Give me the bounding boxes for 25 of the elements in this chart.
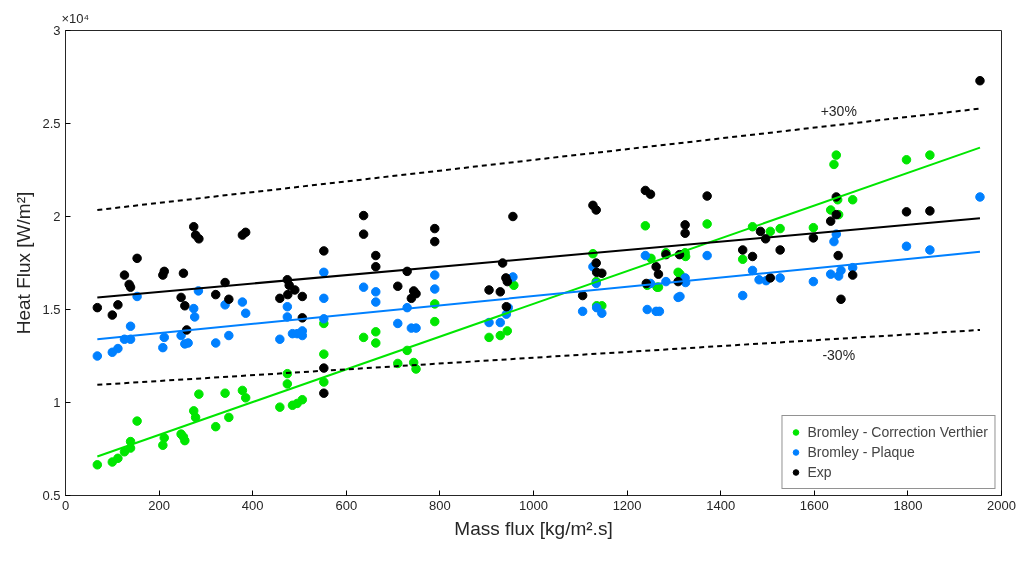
x-tick-label: 1200 xyxy=(612,497,642,513)
x-tick-label: 200 xyxy=(148,497,170,513)
annotation: -30% xyxy=(822,346,856,363)
y-tick-label: 0.5 xyxy=(42,488,61,503)
x-tick-label: 400 xyxy=(241,497,264,513)
y-tick-label: 3 xyxy=(53,23,61,38)
annotation: +30% xyxy=(820,102,857,119)
legend-label: Exp xyxy=(807,464,832,480)
y-tick-label: 1.5 xyxy=(42,302,61,317)
x-tick-label: 1600 xyxy=(799,497,829,513)
x-tick-label: 2000 xyxy=(987,497,1016,513)
legend-label: Bromley - Plaque xyxy=(807,444,915,460)
text: ×10⁴ xyxy=(61,10,90,26)
y-tick-label: 2.5 xyxy=(42,116,61,131)
x-tick-label: 1400 xyxy=(706,497,736,513)
x-tick-label: 0 xyxy=(61,497,70,513)
x-tick-label: 800 xyxy=(429,497,451,513)
y-axis-title: Heat Flux [W/m²] xyxy=(13,191,35,335)
y-tick-label: 1 xyxy=(53,395,61,410)
x-tick-label: 600 xyxy=(335,497,358,513)
x-tick-label: 1000 xyxy=(519,497,548,513)
y-tick-label: 2 xyxy=(53,209,61,224)
x-tick-label: 1800 xyxy=(893,497,923,513)
legend-label: Bromley - Correction Verthier xyxy=(807,424,988,440)
x-axis-title: Mass flux [kg/m².s] xyxy=(454,517,613,539)
